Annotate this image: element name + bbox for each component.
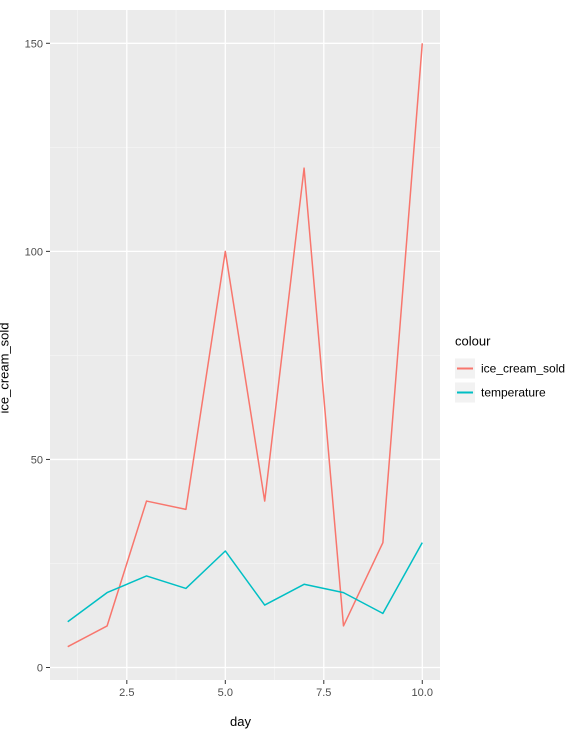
legend-line-icon [457,367,473,369]
svg-text:10.0: 10.0 [412,687,433,699]
legend-line-icon [457,391,473,393]
svg-text:2.5: 2.5 [119,687,134,699]
svg-text:50: 50 [31,454,43,466]
svg-text:0: 0 [37,663,43,675]
svg-text:150: 150 [25,38,43,50]
legend-swatch [455,382,475,402]
legend-swatch [455,358,475,378]
legend-label: temperature [481,385,546,399]
chart-container: ice_cream_sold day 2.55.07.510.005010015… [0,0,584,735]
svg-text:7.5: 7.5 [316,687,331,699]
legend-label: ice_cream_sold [481,361,565,375]
legend-item: ice_cream_sold [455,358,565,378]
legend-title: colour [455,333,565,348]
legend: colour ice_cream_sold temperature [455,333,565,402]
legend-item: temperature [455,382,565,402]
svg-text:5.0: 5.0 [218,687,233,699]
svg-text:100: 100 [25,246,43,258]
